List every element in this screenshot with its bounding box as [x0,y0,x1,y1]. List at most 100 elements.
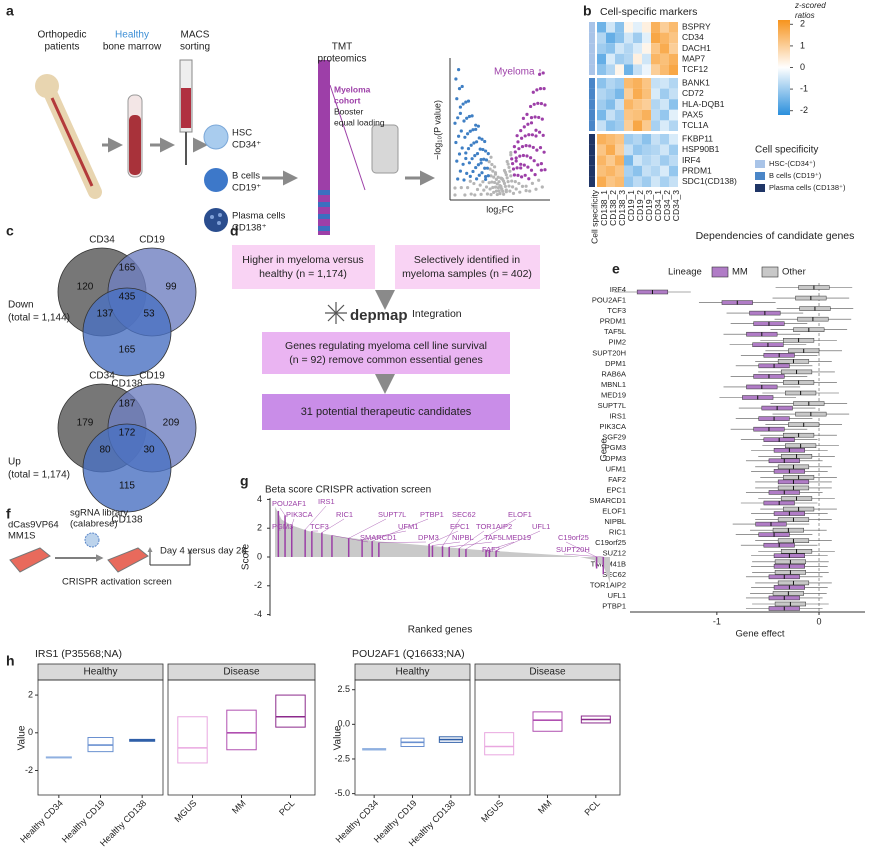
volcano-dot [487,160,491,164]
volcano-dot [538,145,543,150]
volcano-dot [536,101,540,105]
heat-cell [615,22,624,33]
volcano-dot [478,183,482,187]
heat-cell [606,109,615,121]
hit-label: TOR1AIP2 [476,522,512,531]
volcano-dot [507,165,511,169]
heat-cell [651,144,660,156]
volcano-dot [505,159,509,164]
heat-cell [624,22,633,33]
specificity-bar [589,53,595,65]
heat-cell [642,22,651,33]
volcano-dot [468,174,472,178]
volcano-dot [466,99,471,103]
heat-cell [597,144,606,156]
volcano-dot [514,156,518,160]
volcano-dot [534,134,538,138]
volcano-dot [533,115,537,119]
heat-cell [660,155,669,166]
heat-cell [642,53,651,65]
volcano-dot [512,145,517,149]
volcano-dot [526,165,530,169]
gene-label: BANK1 [682,78,710,88]
gene-label: IRS1 [609,412,626,421]
heat-cell [597,64,606,75]
volcano-dot [491,185,495,190]
panel-label: b [583,3,592,19]
volcano-dot [527,133,531,137]
heat-cell [597,176,606,187]
gene-label: PGM3 [605,443,626,452]
heat-cell [624,64,633,75]
panel-label: c [6,223,14,239]
volcano-dot [502,192,506,196]
heat-cell [624,99,633,110]
heat-cell [606,88,615,100]
volcano-dot [543,103,547,107]
volcano-dot [528,189,532,193]
heat-cell [642,78,651,89]
gene-label: FKBP11 [682,134,713,144]
label: 0 [28,727,33,737]
volcano-dot [529,116,534,120]
heat-cell [597,99,606,110]
specificity-bar [589,144,595,156]
volcano-dot [522,163,526,167]
label: TMT [332,42,353,53]
heat-cell [651,120,660,131]
volcano-dot [474,127,478,131]
volcano-dot [523,173,527,177]
label: 0.0 [337,719,350,729]
volcano-dot [480,171,484,175]
gene-label: SEC62 [602,570,626,579]
volcano-dot [472,141,476,145]
heat-cell [597,43,606,54]
heat-cell [615,64,624,75]
heat-cell [669,53,678,65]
volcano-dot [474,123,478,127]
specificity-bar [589,120,595,131]
label: Cell specificity [755,145,818,156]
label: (calabrese) [70,519,118,530]
label: 120 [77,282,94,293]
color-bar [778,20,790,115]
volcano-dot [508,189,512,193]
x-tick-label: PCL [277,798,296,817]
hit-leader [442,518,461,547]
volcano-dot [466,146,471,151]
volcano-dot [521,153,526,158]
hit-label: UFL1 [532,522,550,531]
gene-label: EPC1 [606,485,626,494]
gene-label: TAF5L [604,327,626,336]
volcano-dot [517,147,521,151]
x-tick-label: MM [230,798,248,816]
volcano-dot [494,189,498,193]
label: healthy (n = 1,174) [259,268,347,280]
label: Value [17,725,28,750]
panel-d-shapes [232,245,540,430]
heat-cell [660,32,669,44]
heat-cell [660,176,669,187]
volcano-dot [484,185,489,189]
heat-cell [642,99,651,110]
specificity-bar [589,99,595,110]
gene-label: DPM3 [605,454,626,463]
volcano-dot [458,169,462,173]
gene-label: DPM1 [605,359,626,368]
volcano-dot [484,158,489,162]
label: MACS [181,30,210,41]
column-label: CD19_2 [635,190,645,221]
gene-label: FAF2 [608,475,626,484]
label: 0 [817,616,822,626]
volcano-dot [488,167,492,171]
label: bone marrow [103,42,162,53]
label: 115 [119,481,135,492]
gene-label: CD34 [682,32,704,42]
legend-swatch [711,266,729,278]
volcano-dot [464,151,468,155]
volcano-dot [499,184,503,189]
volcano-dot [513,180,517,184]
gene-label: RAB6A [601,369,626,378]
heat-cell [669,43,678,54]
heat-cell [642,144,651,156]
